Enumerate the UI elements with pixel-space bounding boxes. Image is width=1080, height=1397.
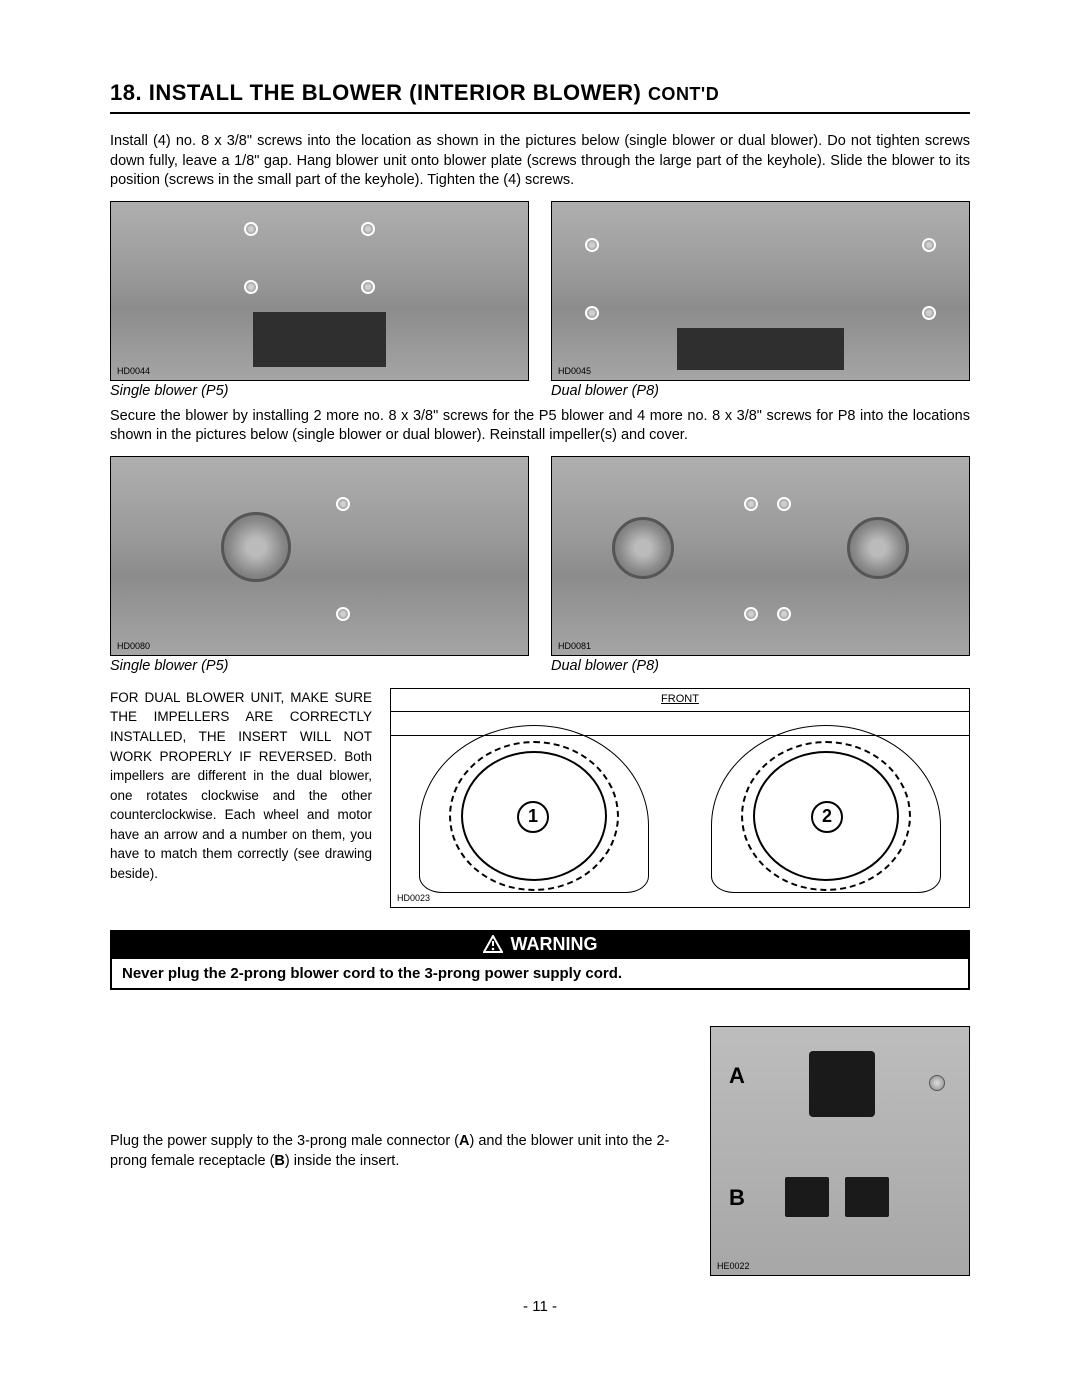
photo-hd0045: HD0045 bbox=[551, 201, 970, 381]
plug-photo: A B HE0022 bbox=[710, 1026, 970, 1276]
plug-row: Plug the power supply to the 3-prong mal… bbox=[110, 1026, 970, 1276]
impeller-2-label: 2 bbox=[811, 801, 843, 833]
caption-dual-p8-1: Dual blower (P8) bbox=[551, 383, 970, 399]
photo-hd0044: HD0044 bbox=[110, 201, 529, 381]
plug-label-b: B bbox=[729, 1185, 745, 1211]
diagram-front-label: FRONT bbox=[661, 693, 699, 705]
impeller-note-row: FOR DUAL BLOWER UNIT, MAKE SURE THE IMPE… bbox=[110, 688, 970, 908]
photo-single-blower-plate: HD0044 Single blower (P5) bbox=[110, 201, 529, 407]
plug-text-c: ) inside the insert. bbox=[285, 1153, 399, 1169]
paragraph-2: Secure the blower by installing 2 more n… bbox=[110, 407, 970, 446]
impeller-note-text: FOR DUAL BLOWER UNIT, MAKE SURE THE IMPE… bbox=[110, 688, 372, 908]
photo-row-1: HD0044 Single blower (P5) HD0045 Dual bl… bbox=[110, 201, 970, 407]
photo-code: HD0044 bbox=[117, 366, 150, 376]
section-title: 18. INSTALL THE BLOWER (INTERIOR BLOWER)… bbox=[110, 80, 970, 112]
caption-dual-p8-2: Dual blower (P8) bbox=[551, 658, 970, 674]
section-title-text: INSTALL THE BLOWER (INTERIOR BLOWER) bbox=[149, 80, 642, 105]
photo-code: HD0080 bbox=[117, 641, 150, 651]
section-number: 18. bbox=[110, 80, 142, 105]
caption-single-p5-1: Single blower (P5) bbox=[110, 383, 529, 399]
section-contd: CONT'D bbox=[648, 84, 719, 104]
photo-single-blower-inside: HD0080 Single blower (P5) bbox=[110, 456, 529, 682]
paragraph-1: Install (4) no. 8 x 3/8" screws into the… bbox=[110, 132, 970, 191]
plug-text-a: Plug the power supply to the 3-prong mal… bbox=[110, 1133, 459, 1149]
photo-code: HD0045 bbox=[558, 366, 591, 376]
plug-instruction: Plug the power supply to the 3-prong mal… bbox=[110, 1131, 680, 1172]
warning-bar: WARNING bbox=[110, 930, 970, 959]
plug-bold-a: A bbox=[459, 1133, 469, 1149]
photo-row-2: HD0080 Single blower (P5) HD0081 Dual bl… bbox=[110, 456, 970, 682]
warning-label: WARNING bbox=[511, 934, 598, 955]
plug-label-a: A bbox=[729, 1063, 745, 1089]
diagram-code: HD0023 bbox=[397, 893, 430, 903]
plug-bold-b: B bbox=[274, 1153, 284, 1169]
impeller-1-label: 1 bbox=[517, 801, 549, 833]
caption-single-p5-2: Single blower (P5) bbox=[110, 658, 529, 674]
warning-icon bbox=[483, 935, 503, 953]
photo-hd0081: HD0081 bbox=[551, 456, 970, 656]
warning-text: Never plug the 2-prong blower cord to th… bbox=[110, 959, 970, 990]
page-number: - 11 - bbox=[110, 1298, 970, 1315]
photo-hd0080: HD0080 bbox=[110, 456, 529, 656]
photo-code: HD0081 bbox=[558, 641, 591, 651]
photo-dual-blower-inside: HD0081 Dual blower (P8) bbox=[551, 456, 970, 682]
plug-photo-code: HE0022 bbox=[717, 1261, 750, 1271]
photo-dual-blower-plate: HD0045 Dual blower (P8) bbox=[551, 201, 970, 407]
impeller-diagram: FRONT 1 2 HD0023 bbox=[390, 688, 970, 908]
title-rule bbox=[110, 112, 970, 114]
